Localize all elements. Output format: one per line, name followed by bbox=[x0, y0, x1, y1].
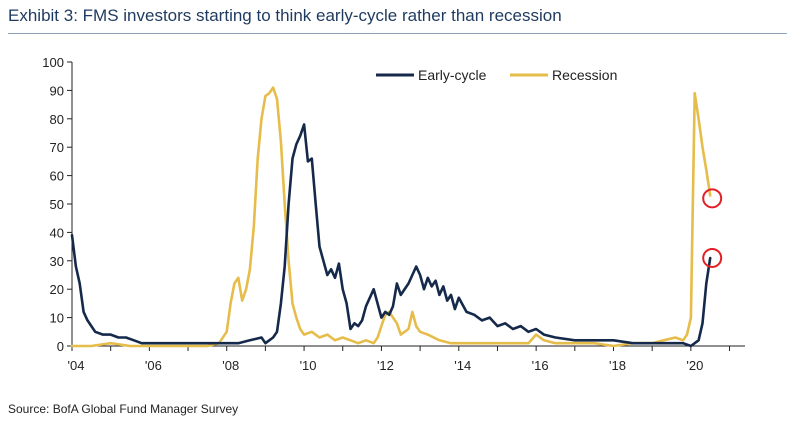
page-title: Exhibit 3: FMS investors starting to thi… bbox=[8, 6, 562, 25]
x-tick-label: '04 bbox=[68, 358, 85, 373]
x-tick-label: '18 bbox=[609, 358, 626, 373]
x-tick-label: '06 bbox=[145, 358, 162, 373]
y-tick-label: 70 bbox=[50, 140, 64, 155]
legend-label: Recession bbox=[552, 67, 617, 83]
y-tick-label: 10 bbox=[50, 311, 64, 326]
x-tick-label: '12 bbox=[377, 358, 394, 373]
highlight-circle bbox=[702, 188, 723, 209]
y-tick-label: 80 bbox=[50, 112, 64, 127]
x-tick-label: '14 bbox=[454, 358, 471, 373]
y-tick-label: 20 bbox=[50, 282, 64, 297]
legend-label: Early-cycle bbox=[418, 67, 487, 83]
x-tick-label: '20 bbox=[686, 358, 703, 373]
y-tick-label: 0 bbox=[57, 339, 64, 354]
chart-axes bbox=[71, 62, 745, 347]
y-axis-ticks: 0 10 20 30 40 50 60 70 80 90 100 bbox=[42, 55, 72, 354]
chart-series bbox=[70, 86, 712, 348]
y-tick-label: 30 bbox=[50, 254, 64, 269]
chart-annotations bbox=[702, 188, 723, 268]
chart-legend: Early-cycle Recession bbox=[376, 67, 617, 83]
series-line-recession bbox=[70, 86, 712, 348]
series-line-early-cycle bbox=[70, 123, 712, 348]
x-tick-label: '16 bbox=[532, 358, 549, 373]
highlight-circle bbox=[702, 247, 723, 268]
title-divider bbox=[8, 33, 787, 34]
x-tick-label: '08 bbox=[222, 358, 239, 373]
source-note: Source: BofA Global Fund Manager Survey bbox=[8, 402, 239, 416]
y-tick-label: 90 bbox=[50, 83, 64, 98]
y-tick-label: 100 bbox=[42, 55, 64, 70]
y-tick-label: 50 bbox=[50, 197, 64, 212]
y-tick-label: 40 bbox=[50, 225, 64, 240]
x-axis-ticks: '04 '06 '08 '10 '12 '14 '16 '18 '20 bbox=[68, 346, 731, 373]
y-tick-label: 60 bbox=[50, 169, 64, 184]
x-tick-label: '10 bbox=[300, 358, 317, 373]
